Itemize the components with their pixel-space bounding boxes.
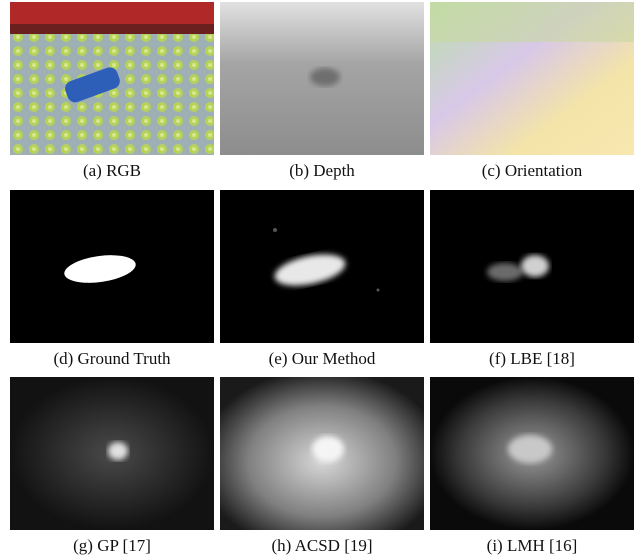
figure: (a) RGB (b) Depth (c) Orientation (d) Gr… <box>0 0 639 558</box>
panel: (c) Orientation <box>430 2 634 181</box>
panel: (b) Depth <box>220 2 424 181</box>
caption: (b) Depth <box>220 161 424 181</box>
panel: (f) LBE [18] <box>430 190 634 369</box>
panel: (a) RGB <box>10 2 214 181</box>
panel: (h) ACSD [19] <box>220 377 424 556</box>
caption: (e) Our Method <box>220 349 424 369</box>
image-rgb <box>10 2 214 155</box>
caption: (f) LBE [18] <box>430 349 634 369</box>
caption: (a) RGB <box>10 161 214 181</box>
image-our-method <box>220 190 424 343</box>
image-orientation <box>430 2 634 155</box>
image-lmh <box>430 377 634 530</box>
caption: (i) LMH [16] <box>430 536 634 556</box>
panel: (i) LMH [16] <box>430 377 634 556</box>
image-ground-truth <box>10 190 214 343</box>
image-gp <box>10 377 214 530</box>
panel: (d) Ground Truth <box>10 190 214 369</box>
caption: (g) GP [17] <box>10 536 214 556</box>
image-lbe <box>430 190 634 343</box>
panel: (e) Our Method <box>220 190 424 369</box>
caption: (c) Orientation <box>430 161 634 181</box>
caption: (h) ACSD [19] <box>220 536 424 556</box>
caption: (d) Ground Truth <box>10 349 214 369</box>
panel: (g) GP [17] <box>10 377 214 556</box>
image-acsd <box>220 377 424 530</box>
image-depth <box>220 2 424 155</box>
